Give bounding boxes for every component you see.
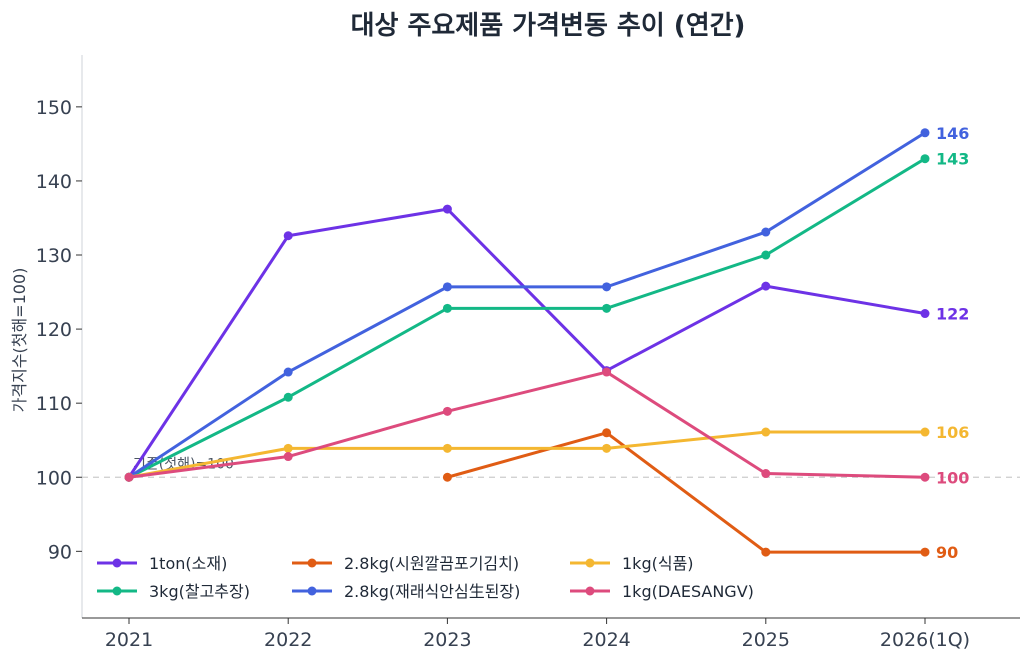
series-line — [127, 157, 927, 479]
y-tick-label: 120 — [36, 319, 72, 341]
series-line — [445, 431, 927, 554]
data-point — [920, 154, 930, 164]
chart-title: 대상 주요제품 가격변동 추이 (연간) — [351, 11, 746, 41]
data-point — [283, 231, 293, 241]
data-point — [920, 472, 930, 482]
series-6: 100 — [124, 367, 969, 487]
legend-label: 1kg(DAESANGV) — [622, 582, 754, 601]
end-value-label: 146 — [936, 124, 969, 143]
data-point — [442, 303, 452, 313]
legend-item: 3kg(찰고추장) — [97, 582, 250, 601]
legend-marker — [307, 586, 317, 596]
end-value-label: 122 — [936, 305, 969, 324]
data-point — [761, 427, 771, 437]
data-point — [442, 204, 452, 214]
legend-marker — [585, 558, 595, 568]
data-point — [283, 443, 293, 453]
legend-label: 2.8kg(시원깔끔포기김치) — [344, 554, 519, 573]
series-1: 122 — [124, 204, 969, 482]
legend-item: 2.8kg(재래식안심生된장) — [292, 582, 520, 601]
data-point — [602, 443, 612, 453]
data-point — [442, 282, 452, 292]
data-point — [761, 227, 771, 237]
legend-marker — [112, 586, 122, 596]
series-line — [127, 430, 927, 479]
legend-label: 2.8kg(재래식안심生된장) — [344, 582, 520, 601]
legend-item: 1kg(DAESANGV) — [570, 582, 754, 601]
data-point — [283, 367, 293, 377]
x-tick-label: 2021 — [105, 629, 153, 651]
data-point — [283, 452, 293, 462]
end-value-label: 143 — [936, 150, 969, 169]
x-tick-label: 2026(1Q) — [880, 629, 970, 651]
data-point — [602, 282, 612, 292]
legend-marker — [112, 558, 122, 568]
series-line — [127, 207, 927, 479]
x-tick-label: 2022 — [264, 629, 312, 651]
y-axis-label: 가격지수(첫해=100) — [10, 268, 29, 413]
series-2: 143 — [124, 150, 969, 482]
legend-label: 1ton(소재) — [149, 554, 227, 573]
data-point — [920, 427, 930, 437]
legend: 1ton(소재) 3kg(찰고추장) 2.8kg(시원깔끔포기김치) 2.8kg(재래… — [97, 554, 754, 601]
data-point — [442, 406, 452, 416]
series-3: 90 — [442, 428, 958, 562]
legend-label: 3kg(찰고추장) — [149, 582, 250, 601]
data-point — [442, 472, 452, 482]
data-point — [920, 547, 930, 557]
x-tick-label: 2023 — [423, 629, 471, 651]
data-point — [283, 392, 293, 402]
y-tick-label: 90 — [48, 541, 72, 563]
x-tick-label: 2024 — [582, 629, 630, 651]
legend-item: 2.8kg(시원깔끔포기김치) — [292, 554, 519, 573]
data-point — [920, 128, 930, 138]
data-point — [124, 472, 134, 482]
legend-item: 1ton(소재) — [97, 554, 227, 573]
series-line — [127, 370, 927, 479]
data-point — [602, 367, 612, 377]
end-value-label: 106 — [936, 423, 969, 442]
data-point — [602, 303, 612, 313]
legend-item: 1kg(식품) — [570, 554, 694, 573]
legend-marker — [307, 558, 317, 568]
data-point — [761, 547, 771, 557]
data-point — [761, 250, 771, 260]
y-tick-label: 110 — [36, 393, 72, 415]
legend-label: 1kg(식품) — [622, 554, 694, 573]
data-point — [761, 469, 771, 479]
data-point — [920, 309, 930, 319]
x-tick-label: 2025 — [742, 629, 790, 651]
series-4: 146 — [124, 124, 969, 482]
y-tick-label: 140 — [36, 171, 72, 193]
data-point — [761, 281, 771, 291]
series-line — [127, 131, 927, 479]
plot-area: 90 100 110 120 130 140 150 2021 2022 2023 2024 2025… — [36, 55, 1020, 651]
series-5: 106 — [124, 423, 969, 482]
y-tick-label: 130 — [36, 245, 72, 267]
y-tick-label: 150 — [36, 97, 72, 119]
end-value-label: 100 — [936, 468, 969, 487]
y-tick-label: 100 — [36, 467, 72, 489]
data-point — [602, 428, 612, 438]
data-point — [442, 443, 452, 453]
legend-marker — [585, 586, 595, 596]
end-value-label: 90 — [936, 543, 958, 562]
